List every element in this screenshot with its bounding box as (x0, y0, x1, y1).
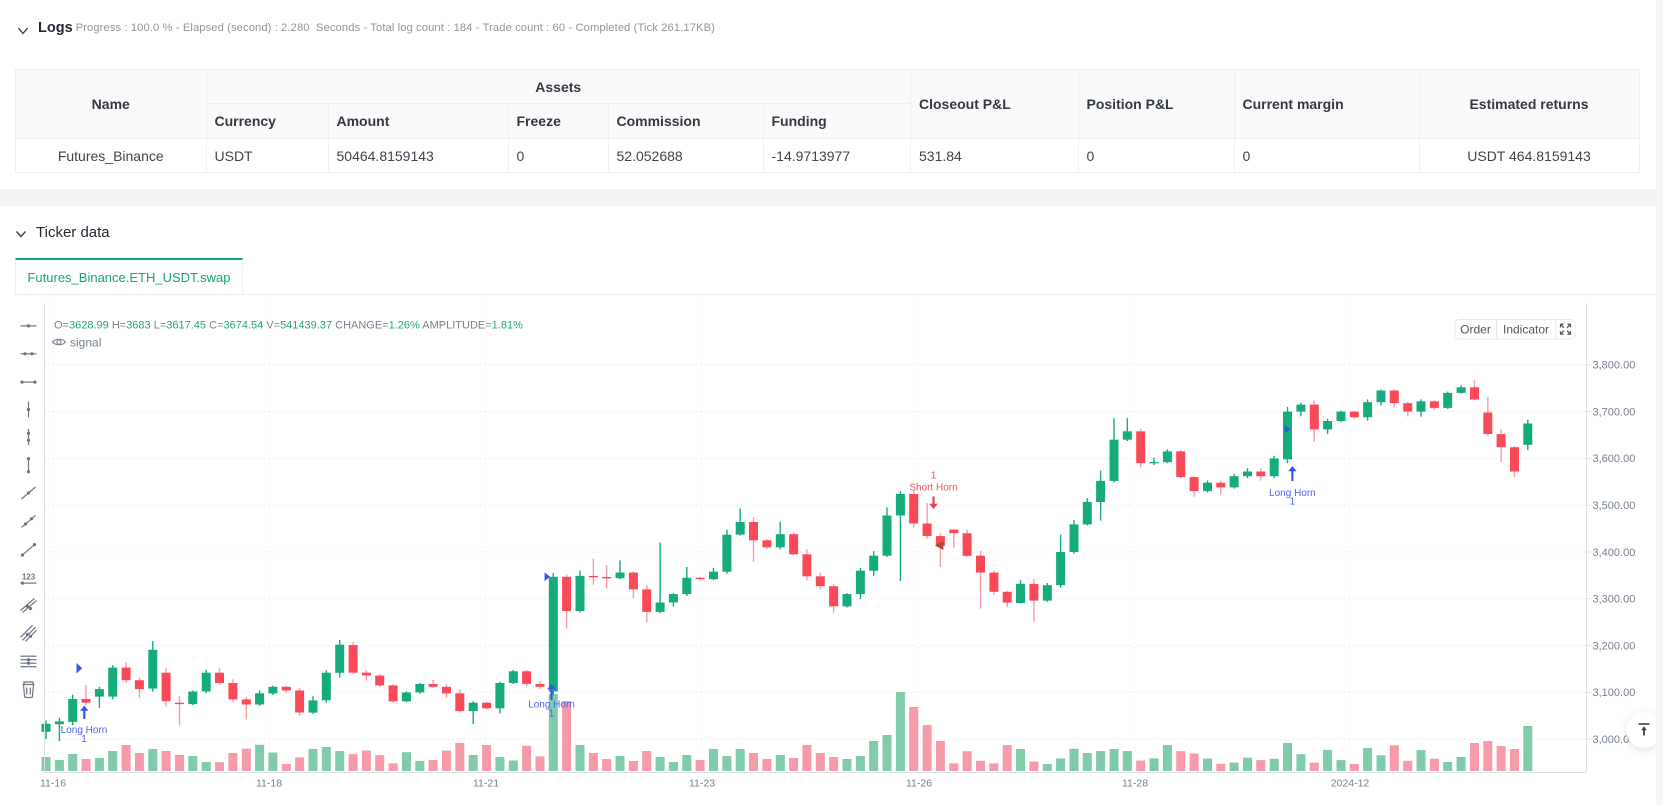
svg-text:3,600.00: 3,600.00 (1593, 453, 1636, 465)
svg-text:1: 1 (1290, 497, 1296, 508)
svg-text:1: 1 (549, 709, 555, 720)
svg-text:11-28: 11-28 (1122, 778, 1148, 790)
svg-text:1: 1 (931, 471, 937, 482)
svg-text:11-26: 11-26 (906, 778, 932, 790)
svg-text:11-21: 11-21 (473, 778, 499, 790)
svg-text:2024-12: 2024-12 (1331, 778, 1370, 790)
svg-text:Order: Order (1460, 323, 1491, 337)
svg-text:11-23: 11-23 (689, 778, 715, 790)
svg-text:signal: signal (70, 336, 101, 350)
svg-text:Short Horn: Short Horn (909, 483, 957, 494)
svg-text:O=3628.99 H=3683 L=3617.45 C=3: O=3628.99 H=3683 L=3617.45 C=3674.54 V=5… (54, 320, 523, 332)
svg-text:Long Horn: Long Horn (61, 725, 108, 736)
svg-text:3,700.00: 3,700.00 (1593, 406, 1636, 418)
svg-text:Long Horn: Long Horn (1269, 488, 1316, 499)
svg-text:1: 1 (81, 734, 87, 745)
svg-text:Long Horn: Long Horn (528, 700, 575, 711)
svg-text:3,100.00: 3,100.00 (1593, 687, 1636, 699)
svg-text:3,200.00: 3,200.00 (1593, 640, 1636, 652)
svg-text:3,000.00: 3,000.00 (1593, 734, 1636, 746)
svg-text:3,400.00: 3,400.00 (1593, 547, 1636, 559)
svg-text:123: 123 (22, 573, 36, 582)
svg-text:3,300.00: 3,300.00 (1593, 594, 1636, 606)
svg-text:3,500.00: 3,500.00 (1593, 500, 1636, 512)
svg-text:Indicator: Indicator (1503, 323, 1549, 337)
svg-text:3,800.00: 3,800.00 (1593, 360, 1636, 372)
svg-text:11-18: 11-18 (256, 778, 282, 790)
svg-text:11-16: 11-16 (40, 778, 66, 790)
